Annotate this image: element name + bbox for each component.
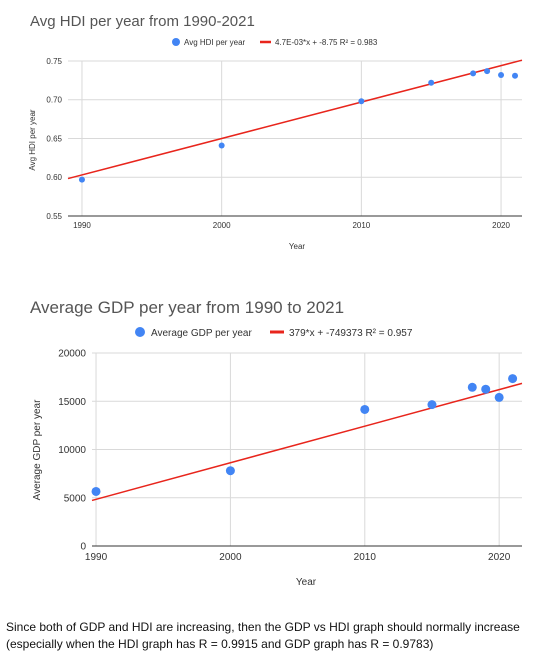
hdi-x-tick-label: 2000 — [213, 221, 231, 230]
gdp-chart-title: Average GDP per year from 1990 to 2021 — [30, 298, 344, 317]
gdp-data-point — [467, 382, 477, 392]
hdi-x-tick-label: 2010 — [352, 221, 370, 230]
hdi-grid — [68, 60, 522, 216]
hdi-x-tick-label: 1990 — [73, 221, 91, 230]
gdp-legend-trend-label: 379*x + -749373 R² = 0.957 — [289, 328, 413, 339]
hdi-data-point — [358, 98, 365, 105]
gdp-y-tick-label: 15000 — [58, 397, 86, 408]
gdp-legend-marker — [135, 327, 145, 337]
gdp-data-point — [360, 404, 370, 414]
analysis-note-line-1: Since both of GDP and HDI are increasing… — [6, 620, 520, 634]
hdi-chart-title: Avg HDI per year from 1990-2021 — [30, 13, 255, 30]
gdp-data-point — [225, 466, 235, 476]
gdp-ticks: 0 5000 10000 15000 20000 1990 2000 2010 2020 — [58, 349, 511, 564]
hdi-y-tick-label: 0.75 — [46, 57, 62, 66]
gdp-legend-series-label: Average GDP per year — [151, 328, 252, 339]
hdi-data-point — [484, 68, 491, 75]
hdi-points — [78, 68, 519, 183]
hdi-legend: Avg HDI per year 4.7E-03*x + -8.75 R² = … — [172, 38, 378, 47]
hdi-legend-trend-label: 4.7E-03*x + -8.75 R² = 0.983 — [275, 38, 378, 47]
gdp-data-point — [508, 374, 518, 384]
gdp-x-tick-label: 1990 — [85, 552, 108, 563]
gdp-y-tick-label: 0 — [80, 542, 86, 553]
gdp-y-tick-label: 20000 — [58, 349, 86, 360]
hdi-chart: Avg HDI per year from 1990-2021 Avg HDI … — [0, 0, 542, 265]
gdp-x-tick-label: 2010 — [354, 552, 377, 563]
gdp-x-tick-label: 2020 — [488, 552, 511, 563]
gdp-data-point — [91, 486, 101, 496]
hdi-chart-svg: Avg HDI per year from 1990-2021 Avg HDI … — [28, 13, 523, 251]
gdp-chart-svg: Average GDP per year from 1990 to 2021 A… — [30, 298, 523, 588]
gdp-points — [91, 374, 518, 496]
hdi-data-point — [512, 72, 519, 79]
gdp-x-axis-label: Year — [296, 577, 317, 588]
gdp-chart: Average GDP per year from 1990 to 2021 A… — [0, 290, 542, 605]
gdp-trendline-group — [91, 382, 523, 502]
gdp-y-tick-label: 10000 — [58, 445, 86, 456]
hdi-data-point — [78, 176, 85, 183]
analysis-note: Since both of GDP and HDI are increasing… — [6, 619, 540, 653]
gdp-data-point — [494, 392, 504, 402]
hdi-data-point — [218, 142, 225, 149]
hdi-y-axis-label: Avg HDI per year — [28, 109, 37, 171]
hdi-trendline-group — [67, 59, 523, 180]
hdi-y-tick-label: 0.55 — [46, 212, 62, 221]
hdi-y-tick-label: 0.70 — [46, 96, 62, 105]
hdi-legend-marker — [172, 38, 180, 46]
hdi-data-point — [498, 71, 505, 78]
gdp-y-tick-label: 5000 — [64, 493, 87, 504]
hdi-y-tick-label: 0.60 — [46, 173, 62, 182]
gdp-legend: Average GDP per year 379*x + -749373 R² … — [135, 327, 413, 339]
hdi-x-axis-label: Year — [289, 242, 306, 251]
analysis-note-line-2: (especially when the HDI graph has R = 0… — [6, 637, 434, 651]
hdi-x-tick-label: 2020 — [492, 221, 510, 230]
gdp-trendline — [91, 382, 523, 502]
gdp-grid — [92, 352, 522, 546]
gdp-data-point — [481, 384, 491, 394]
hdi-data-point — [470, 70, 477, 77]
gdp-x-tick-label: 2000 — [219, 552, 242, 563]
gdp-data-point — [427, 400, 437, 410]
hdi-trendline — [67, 59, 523, 180]
gdp-y-axis-label: Average GDP per year — [32, 399, 43, 500]
hdi-y-tick-label: 0.65 — [46, 134, 62, 143]
hdi-ticks: 0.55 0.60 0.65 0.70 0.75 1990 2000 2010 2020 — [46, 57, 510, 230]
hdi-legend-series-label: Avg HDI per year — [184, 38, 246, 47]
hdi-data-point — [428, 79, 435, 86]
